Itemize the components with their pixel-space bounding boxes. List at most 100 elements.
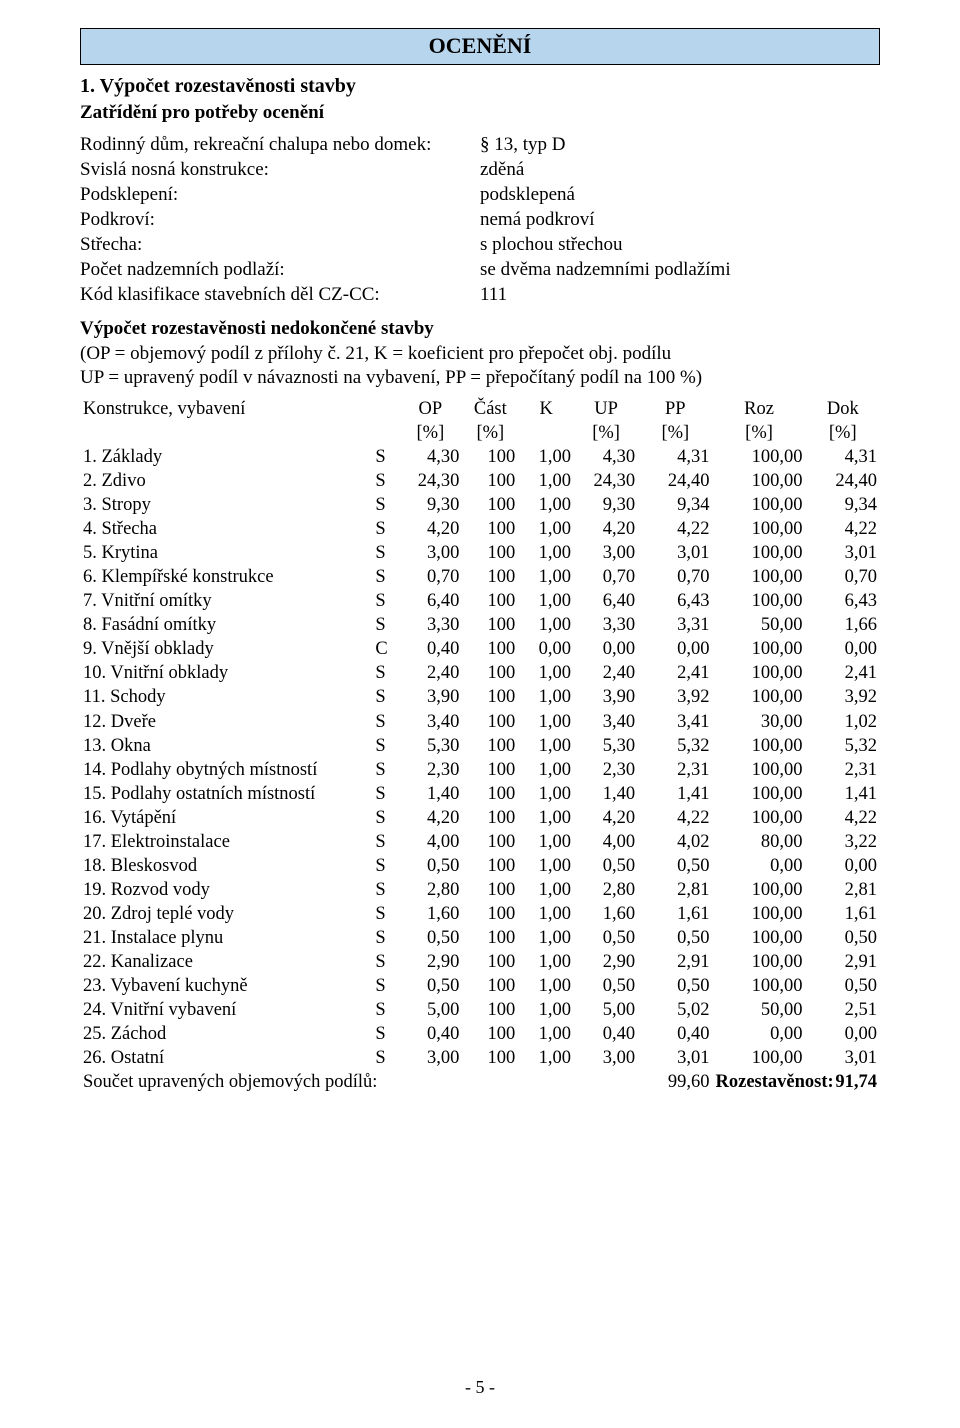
sum-label: Součet upravených objemových podílů: <box>80 1070 574 1094</box>
cell-roz: 100,00 <box>713 661 806 685</box>
cell-op: 0,40 <box>398 1022 462 1046</box>
cell-name: 19. Rozvod vody <box>80 878 369 902</box>
cell-op: 3,90 <box>398 685 462 709</box>
col-roz-unit: [%] <box>713 421 806 445</box>
table-row: 13. OknaS5,301001,005,305,32100,005,32 <box>80 734 880 758</box>
table-row: 10. Vnitřní obkladyS2,401001,002,402,411… <box>80 661 880 685</box>
cell-roz: 100,00 <box>713 782 806 806</box>
kv-key: Svislá nosná konstrukce: <box>80 157 480 182</box>
col-pp-unit: [%] <box>638 421 712 445</box>
cell-op: 24,30 <box>398 469 462 493</box>
table-row: 18. BleskosvodS0,501001,000,500,500,000,… <box>80 854 880 878</box>
cell-cast: 100 <box>462 854 518 878</box>
kv-row: Svislá nosná konstrukce: zděná <box>80 157 880 182</box>
cell-pp: 2,91 <box>638 950 712 974</box>
cell-op: 2,90 <box>398 950 462 974</box>
cell-roz: 50,00 <box>713 613 806 637</box>
cell-up: 4,20 <box>574 517 638 541</box>
cell-k: 1,00 <box>518 589 574 613</box>
cell-pp: 5,32 <box>638 734 712 758</box>
kv-key: Rodinný dům, rekreační chalupa nebo dome… <box>80 132 480 157</box>
cell-up: 1,40 <box>574 782 638 806</box>
cell-k: 1,00 <box>518 806 574 830</box>
cell-cast: 100 <box>462 902 518 926</box>
cell-cast: 100 <box>462 878 518 902</box>
cell-pp: 24,40 <box>638 469 712 493</box>
cell-dok: 2,81 <box>806 878 880 902</box>
section-title: 1. Výpočet rozestavěnosti stavby <box>80 75 880 98</box>
cell-cast: 100 <box>462 950 518 974</box>
cell-roz: 100,00 <box>713 926 806 950</box>
cell-name: 17. Elektroinstalace <box>80 830 369 854</box>
cell-roz: 100,00 <box>713 878 806 902</box>
col-op: OP <box>398 395 462 421</box>
cell-k: 1,00 <box>518 998 574 1022</box>
cell-flag: S <box>369 950 398 974</box>
cell-roz: 100,00 <box>713 517 806 541</box>
cell-dok: 4,22 <box>806 806 880 830</box>
cell-op: 0,70 <box>398 565 462 589</box>
cell-flag: S <box>369 782 398 806</box>
cell-roz: 0,00 <box>713 854 806 878</box>
cell-name: 25. Záchod <box>80 1022 369 1046</box>
cell-roz: 100,00 <box>713 469 806 493</box>
cell-pp: 2,81 <box>638 878 712 902</box>
table-header-row: Konstrukce, vybavení OP Část K UP PP Roz… <box>80 395 880 421</box>
col-up: UP <box>574 395 638 421</box>
cell-flag: S <box>369 685 398 709</box>
cell-dok: 3,22 <box>806 830 880 854</box>
cell-cast: 100 <box>462 637 518 661</box>
cell-dok: 2,31 <box>806 758 880 782</box>
cell-flag: S <box>369 1022 398 1046</box>
cell-op: 0,50 <box>398 854 462 878</box>
cell-flag: S <box>369 974 398 998</box>
cell-up: 3,00 <box>574 541 638 565</box>
col-dok: Dok <box>806 395 880 421</box>
cell-flag: S <box>369 445 398 469</box>
calc-heading: Výpočet rozestavěnosti nedokončené stavb… <box>80 318 880 340</box>
kv-val: podsklepená <box>480 182 880 207</box>
cell-roz: 100,00 <box>713 685 806 709</box>
kv-row: Střecha: s plochou střechou <box>80 232 880 257</box>
cell-k: 1,00 <box>518 565 574 589</box>
cell-cast: 100 <box>462 806 518 830</box>
col-pp: PP <box>638 395 712 421</box>
cell-k: 1,00 <box>518 926 574 950</box>
cell-flag: S <box>369 613 398 637</box>
sum-roz-label: Rozestavěnost: <box>713 1070 806 1094</box>
cell-roz: 100,00 <box>713 493 806 517</box>
cell-pp: 4,31 <box>638 445 712 469</box>
cell-k: 1,00 <box>518 782 574 806</box>
cell-dok: 1,41 <box>806 782 880 806</box>
cell-dok: 0,00 <box>806 1022 880 1046</box>
cell-k: 1,00 <box>518 469 574 493</box>
cell-flag: S <box>369 493 398 517</box>
cell-pp: 0,70 <box>638 565 712 589</box>
cell-dok: 9,34 <box>806 493 880 517</box>
col-cast-unit: [%] <box>462 421 518 445</box>
col-op-unit: [%] <box>398 421 462 445</box>
cell-op: 6,40 <box>398 589 462 613</box>
cell-k: 1,00 <box>518 685 574 709</box>
cell-dok: 0,00 <box>806 854 880 878</box>
cell-up: 3,30 <box>574 613 638 637</box>
cell-dok: 0,70 <box>806 565 880 589</box>
cell-op: 1,60 <box>398 902 462 926</box>
cell-roz: 30,00 <box>713 710 806 734</box>
cell-flag: S <box>369 517 398 541</box>
cell-cast: 100 <box>462 782 518 806</box>
col-label: Konstrukce, vybavení <box>80 395 369 445</box>
cell-op: 4,00 <box>398 830 462 854</box>
cell-dok: 24,40 <box>806 469 880 493</box>
table-row: 3. StropyS9,301001,009,309,34100,009,34 <box>80 493 880 517</box>
cell-flag: S <box>369 998 398 1022</box>
cell-cast: 100 <box>462 1046 518 1070</box>
cell-op: 3,30 <box>398 613 462 637</box>
cell-k: 1,00 <box>518 950 574 974</box>
classification-block: Rodinný dům, rekreační chalupa nebo dome… <box>80 132 880 308</box>
cell-k: 1,00 <box>518 854 574 878</box>
cell-k: 1,00 <box>518 902 574 926</box>
cell-up: 4,00 <box>574 830 638 854</box>
col-roz: Roz <box>713 395 806 421</box>
cell-dok: 3,01 <box>806 1046 880 1070</box>
